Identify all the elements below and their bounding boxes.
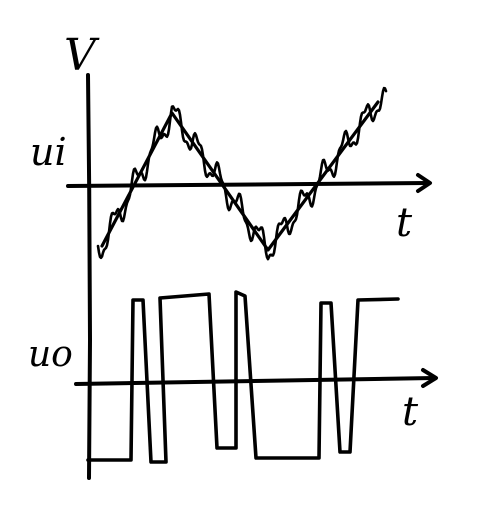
lower-time-axis-arrowhead xyxy=(421,368,438,388)
input-triangle-wave xyxy=(100,100,380,252)
vertical-axis xyxy=(86,73,92,480)
input-voltage-label: ui xyxy=(30,130,67,174)
voltage-axis-label: V xyxy=(64,30,100,81)
upper-time-axis-arrowhead xyxy=(416,173,432,193)
lower-time-axis xyxy=(74,376,436,386)
output-square-wave xyxy=(86,290,400,464)
upper-time-label: t xyxy=(396,200,413,246)
upper-time-axis xyxy=(66,181,430,188)
noisy-input-signal xyxy=(96,86,388,261)
output-voltage-label: uo xyxy=(28,334,73,375)
lower-time-label: t xyxy=(402,389,419,435)
